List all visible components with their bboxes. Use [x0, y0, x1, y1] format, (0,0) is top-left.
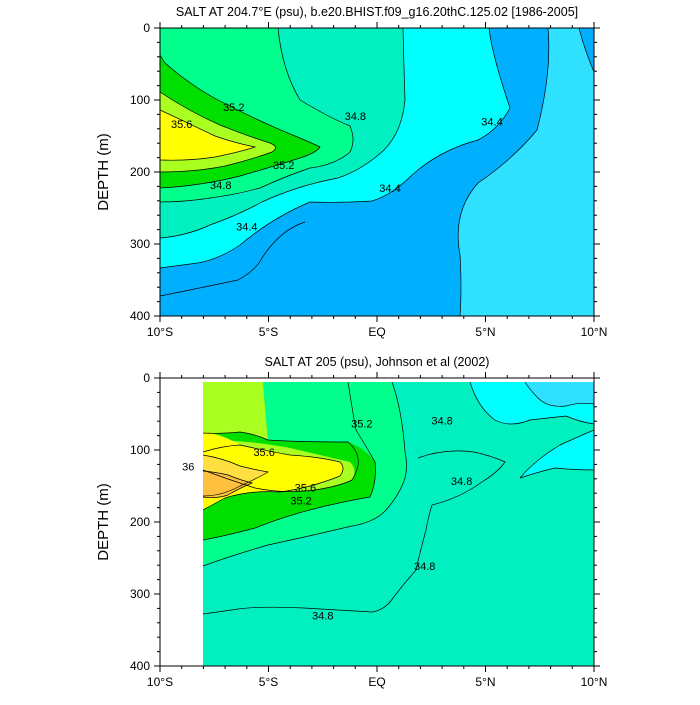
top-contour-label: 34.4 — [236, 222, 257, 234]
top-line-34-2 — [578, 28, 594, 73]
bottom-contour-label: 35.6 — [253, 447, 274, 459]
top-y-tick-label: 200 — [130, 165, 150, 179]
bottom-band-34-6c — [520, 430, 594, 478]
top-line-35-4 — [160, 91, 276, 173]
bottom-contour-label: 34.8 — [431, 415, 452, 427]
bottom-y-axis-label: DEPTH (m) — [95, 483, 112, 561]
bottom-line-34-6c — [519, 467, 594, 479]
top-contour-label: 35.2 — [223, 102, 244, 114]
top-line-34-0 — [160, 221, 306, 297]
bottom-x-tick-label: 10°S — [147, 675, 173, 689]
top-y-tick-label: 0 — [143, 21, 150, 35]
bottom-contour-label: 34.8 — [414, 561, 435, 573]
top-x-tick-label: 5°N — [475, 325, 495, 339]
top-panel: SALT AT 204.7°E (psu), b.e20.BHIST.f09_g… — [95, 5, 607, 339]
bottom-y-tick-label: 0 — [143, 371, 150, 385]
bottom-line-35-4 — [202, 431, 359, 492]
bottom-band-34-4 — [525, 382, 594, 407]
bottom-y-tick-label: 400 — [130, 659, 150, 673]
top-line-34-6 — [160, 28, 511, 269]
bottom-panel-title: SALT AT 205 (psu), Johnson et al (2002) — [265, 355, 490, 369]
top-y-axis-label: DEPTH (m) — [95, 133, 112, 211]
top-line-34-4 — [457, 28, 550, 316]
bottom-line-34-6b — [519, 429, 594, 479]
bottom-y-tick-label: 100 — [130, 443, 150, 457]
top-y-tick-label: 300 — [130, 237, 150, 251]
top-band-34-4 — [160, 28, 594, 316]
bottom-line-35-8 — [202, 454, 269, 497]
top-y-tick-label: 100 — [130, 93, 150, 107]
top-contour-label: 34.4 — [379, 183, 400, 195]
bottom-line-35-2 — [202, 381, 376, 541]
top-contour-labels: 35.2 35.6 34.8 34.4 35.2 34.8 34.4 34.4 — [171, 102, 503, 234]
top-contour-label: 34.8 — [345, 111, 366, 123]
bottom-y-tick-label: 300 — [130, 587, 150, 601]
bottom-x-tick-label: 10°N — [581, 675, 608, 689]
bottom-contour-label: 34.8 — [312, 611, 333, 623]
bottom-y-tick-label: 200 — [130, 515, 150, 529]
bottom-line-34-4 — [524, 381, 594, 407]
top-axis-ticks: 10°S 5°S EQ 5°N 10°N 0 100 200 300 400 — [130, 21, 607, 339]
top-contour-lines — [160, 28, 594, 316]
top-band-35-6 — [160, 110, 255, 161]
top-contour-label: 34.8 — [210, 180, 231, 192]
top-y-tick-label: 400 — [130, 309, 150, 323]
top-line-35-6 — [160, 109, 257, 161]
bottom-band-35-6 — [203, 432, 343, 510]
bottom-contour-label: 35.2 — [351, 418, 372, 430]
bottom-line-34-8a — [202, 450, 506, 615]
bottom-contour-lines — [202, 381, 594, 615]
top-line-34-8 — [160, 28, 406, 239]
bottom-panel: SALT AT 205 (psu), Johnson et al (2002) — [95, 355, 607, 689]
bottom-line-36-0 — [202, 470, 254, 499]
bottom-axis-ticks: 10°S 5°S EQ 5°N 10°N 0 100 200 300 400 — [130, 371, 607, 689]
bottom-line-35-6 — [202, 444, 344, 511]
bottom-line-34-6 — [469, 381, 594, 425]
top-line-35-2 — [160, 54, 321, 189]
bottom-x-tick-label: EQ — [368, 675, 385, 689]
top-contour-label: 35.2 — [273, 160, 294, 172]
bottom-contour-label: 36 — [182, 462, 194, 474]
top-contour-label: 34.4 — [481, 117, 502, 129]
top-panel-title: SALT AT 204.7°E (psu), b.e20.BHIST.f09_g… — [176, 5, 578, 19]
top-line-35-0 — [160, 28, 354, 203]
bottom-line-35-0 — [202, 381, 407, 567]
bottom-contour-label: 35.2 — [290, 495, 311, 507]
top-contour-label: 35.6 — [171, 119, 192, 131]
bottom-x-tick-label: 5°N — [475, 675, 495, 689]
bottom-contour-fill — [203, 382, 594, 666]
top-x-tick-label: 5°S — [259, 325, 278, 339]
bottom-x-tick-label: 5°S — [259, 675, 278, 689]
bottom-band-36-0 — [203, 471, 252, 498]
bottom-contour-label: 35.6 — [295, 482, 316, 494]
top-contour-fill — [160, 28, 594, 316]
top-x-tick-label: 10°S — [147, 325, 173, 339]
top-x-tick-label: 10°N — [581, 325, 608, 339]
bottom-contour-label: 34.8 — [451, 476, 472, 488]
top-x-tick-label: EQ — [368, 325, 385, 339]
